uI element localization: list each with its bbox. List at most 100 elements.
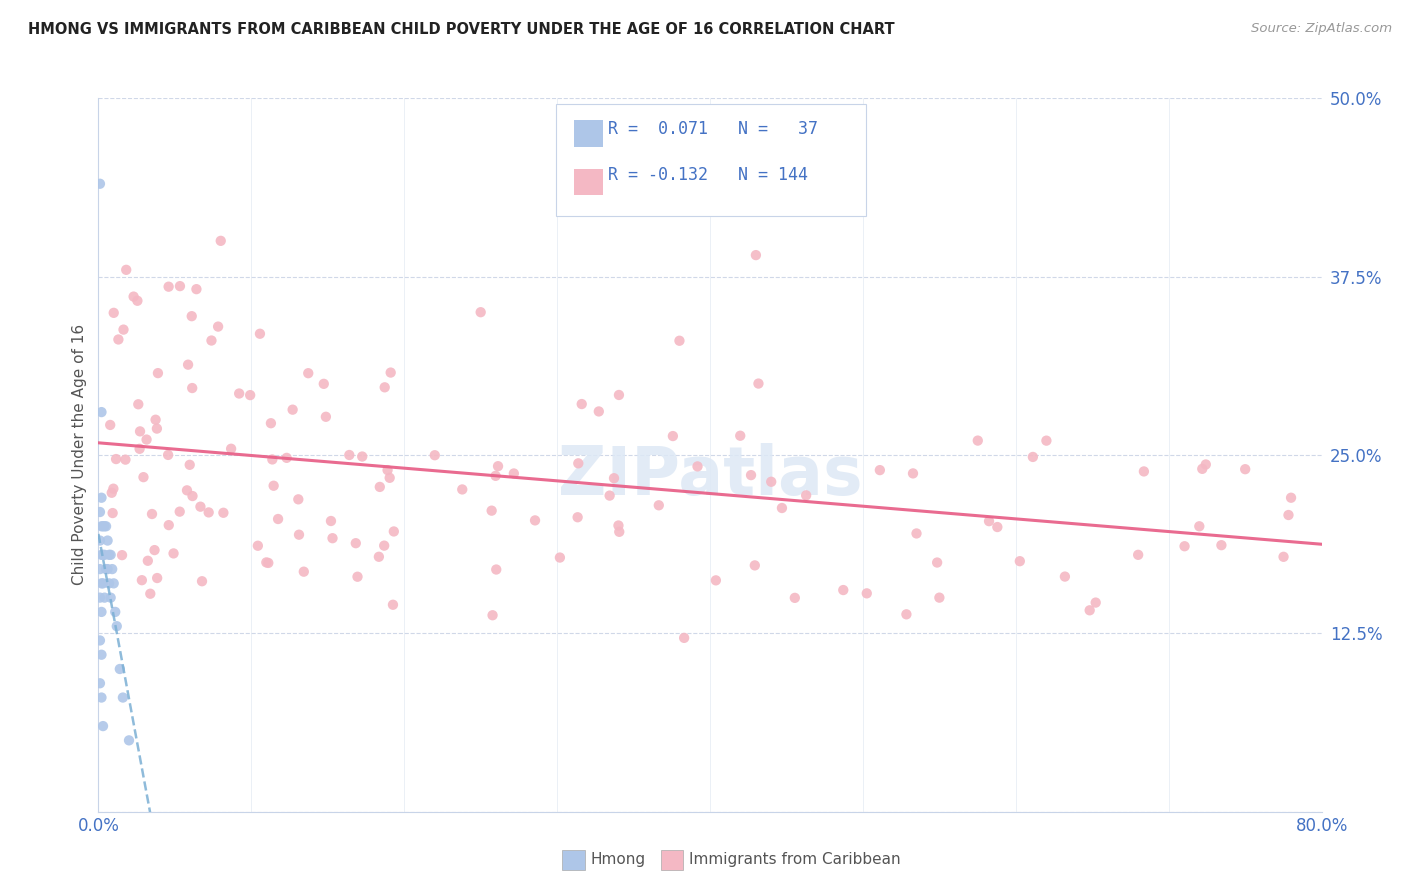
- Point: [200, 334, 222, 348]
- Y-axis label: Child Poverty Under the Age of 16: Child Poverty Under the Age of 16: [72, 325, 87, 585]
- Point: [246, 539, 269, 553]
- Point: [90, 548, 112, 562]
- Point: [481, 503, 503, 517]
- Point: [1078, 603, 1101, 617]
- Point: [257, 556, 280, 570]
- Point: [111, 548, 134, 562]
- Point: [209, 234, 232, 248]
- Point: [212, 506, 235, 520]
- Point: [344, 536, 367, 550]
- Point: [89, 505, 111, 519]
- Point: [607, 518, 630, 533]
- Point: [486, 459, 509, 474]
- Point: [648, 498, 671, 512]
- Text: Hmong: Hmong: [591, 853, 645, 867]
- Point: [93, 591, 115, 605]
- Point: [502, 467, 524, 481]
- Point: [93, 519, 115, 533]
- Point: [146, 571, 169, 585]
- Point: [1008, 554, 1031, 568]
- Point: [141, 507, 163, 521]
- Point: [103, 482, 125, 496]
- Point: [157, 518, 180, 533]
- Point: [207, 319, 229, 334]
- Point: [869, 463, 891, 477]
- Point: [93, 548, 115, 562]
- Point: [896, 607, 918, 622]
- Point: [139, 587, 162, 601]
- Point: [94, 519, 117, 533]
- Point: [470, 305, 492, 319]
- Point: [747, 376, 769, 391]
- Point: [928, 591, 950, 605]
- Point: [1128, 548, 1150, 562]
- Point: [197, 505, 219, 519]
- Point: [131, 573, 153, 587]
- Point: [90, 648, 112, 662]
- Point: [181, 381, 204, 395]
- Point: [162, 546, 184, 560]
- Point: [180, 309, 202, 323]
- Point: [686, 459, 709, 474]
- Point: [481, 608, 503, 623]
- Point: [219, 442, 242, 456]
- Point: [381, 598, 404, 612]
- Point: [100, 548, 122, 562]
- Point: [1174, 539, 1197, 553]
- Point: [832, 582, 855, 597]
- Point: [297, 366, 319, 380]
- Point: [104, 605, 127, 619]
- Point: [380, 366, 402, 380]
- Point: [382, 524, 405, 539]
- Point: [98, 548, 121, 562]
- Point: [740, 468, 762, 483]
- Point: [319, 514, 342, 528]
- Point: [100, 485, 122, 500]
- Point: [346, 570, 368, 584]
- Point: [287, 492, 309, 507]
- Point: [485, 562, 508, 576]
- Point: [276, 450, 298, 465]
- Point: [260, 416, 283, 430]
- Point: [1195, 458, 1218, 472]
- Point: [312, 376, 335, 391]
- Point: [190, 500, 212, 514]
- Point: [169, 279, 191, 293]
- Point: [1053, 569, 1076, 583]
- Point: [599, 489, 621, 503]
- Point: [352, 450, 374, 464]
- Point: [89, 177, 111, 191]
- Point: [977, 514, 1000, 528]
- Point: [423, 448, 446, 462]
- Point: [191, 574, 214, 589]
- Point: [103, 306, 125, 320]
- Point: [177, 358, 200, 372]
- Point: [228, 386, 250, 401]
- Point: [378, 471, 401, 485]
- Point: [90, 576, 112, 591]
- Point: [288, 527, 311, 541]
- Point: [367, 549, 389, 564]
- Point: [89, 591, 111, 605]
- Point: [112, 323, 135, 337]
- Point: [267, 512, 290, 526]
- Point: [292, 565, 315, 579]
- Point: [524, 513, 547, 527]
- Point: [157, 448, 180, 462]
- Point: [186, 282, 208, 296]
- Point: [145, 413, 167, 427]
- Point: [548, 550, 571, 565]
- Point: [1133, 465, 1156, 479]
- Point: [673, 631, 696, 645]
- Point: [100, 591, 122, 605]
- Point: [567, 510, 589, 524]
- Point: [101, 562, 124, 576]
- Point: [986, 520, 1008, 534]
- Text: ZIPatlas: ZIPatlas: [558, 443, 862, 509]
- Point: [1277, 508, 1299, 522]
- Point: [91, 719, 114, 733]
- Point: [374, 380, 396, 394]
- Point: [1188, 519, 1211, 533]
- Point: [704, 574, 727, 588]
- Point: [101, 506, 124, 520]
